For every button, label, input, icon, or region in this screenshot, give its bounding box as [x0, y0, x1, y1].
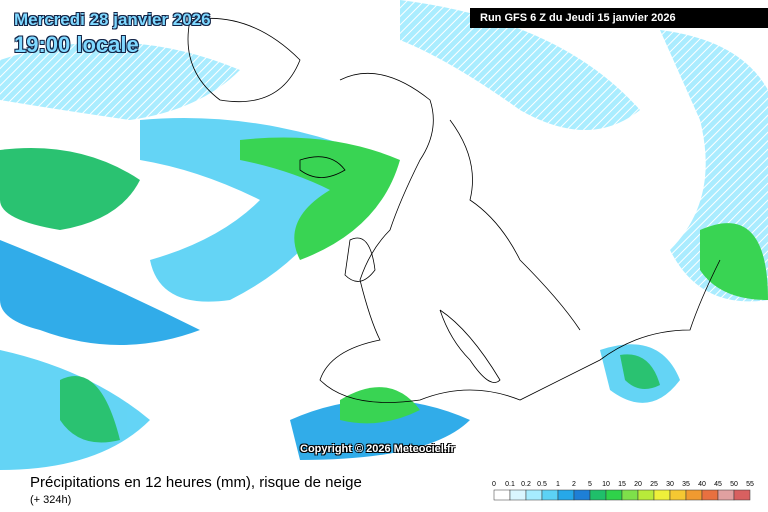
legend-label: 15 [618, 481, 626, 488]
legend-label: 1 [556, 481, 560, 488]
legend-swatch [589, 489, 607, 501]
map [0, 0, 768, 470]
legend-label: 40 [698, 481, 706, 488]
legend-label: 50 [730, 481, 738, 488]
footer-title: Précipitations en 12 heures (mm), risque… [30, 474, 362, 491]
legend-swatch [669, 489, 687, 501]
legend-swatch [717, 489, 735, 501]
legend-swatch [541, 489, 559, 501]
legend-label: 5 [588, 481, 592, 488]
legend-label: 20 [634, 481, 642, 488]
footer-lead: (+ 324h) [30, 494, 72, 506]
legend-swatch [509, 489, 527, 501]
legend-label: 0 [492, 481, 496, 488]
legend-label: 0.2 [521, 481, 531, 488]
legend-swatch [493, 489, 511, 501]
map-time: 19:00 locale [14, 32, 139, 57]
legend-swatch [733, 489, 751, 501]
legend-swatch [701, 489, 719, 501]
legend-label: 55 [746, 481, 754, 488]
legend-label: 30 [666, 481, 674, 488]
legend-label: 0.1 [505, 481, 515, 488]
coastlines [187, 17, 721, 403]
legend-swatch [621, 489, 639, 501]
legend-swatch [573, 489, 591, 501]
legend-swatch [637, 489, 655, 501]
legend-label: 10 [602, 481, 610, 488]
legend-label: 45 [714, 481, 722, 488]
legend-swatch [525, 489, 543, 501]
legend-label: 25 [650, 481, 658, 488]
legend-label: 2 [572, 481, 576, 488]
map-date: Mercredi 28 janvier 2026 [14, 10, 211, 29]
legend-swatch [685, 489, 703, 501]
copyright: Copyright © 2026 Meteociel.fr [300, 443, 455, 455]
legend-label: 35 [682, 481, 690, 488]
legend-label: 0.5 [537, 481, 547, 488]
legend: 0 0.1 0.2 0.5 1 2 5 10 15 20 25 30 35 40 45 50 55 [492, 481, 754, 501]
legend-swatch [557, 489, 575, 501]
run-info: Run GFS 6 Z du Jeudi 15 janvier 2026 [470, 8, 768, 28]
precip-areas [0, 0, 768, 470]
legend-swatch [653, 489, 671, 501]
legend-swatch [605, 489, 623, 501]
